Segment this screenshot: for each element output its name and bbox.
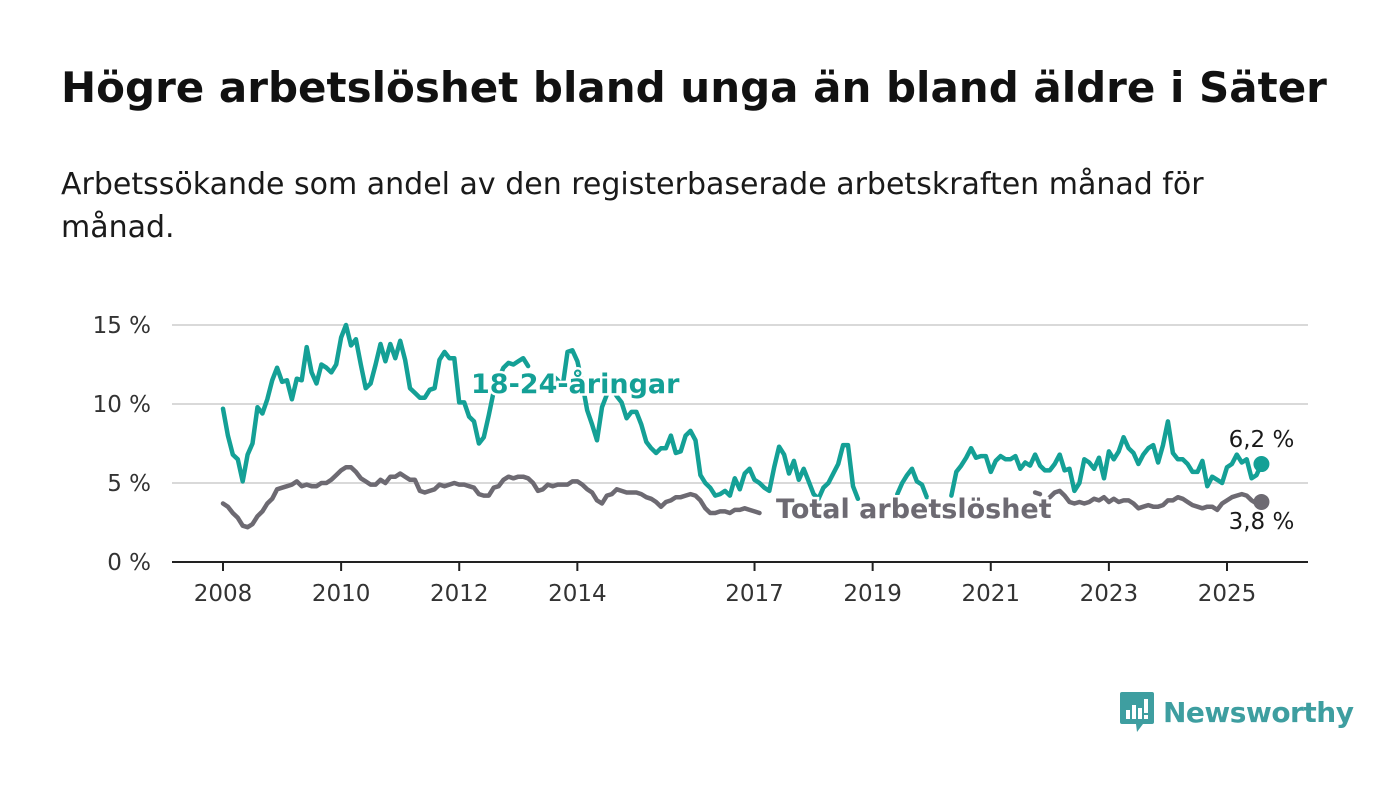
newsworthy-logo-icon [1120, 692, 1154, 732]
series-line [949, 419, 1264, 498]
x-axis: 2008 2010 2012 2014 2017 2019 2021 2023 2025 [172, 561, 1308, 607]
newsworthy-logo: Newsworthy [1119, 690, 1354, 734]
series-line [220, 464, 762, 530]
series-end-point [1253, 493, 1270, 510]
series-line [545, 348, 861, 502]
x-tick-label: 2010 [312, 581, 371, 607]
series-name-label: 18-24-åringar [471, 368, 680, 400]
x-tick-label: 2017 [725, 581, 784, 607]
chart-title: Högre arbetslöshet bland unga än bland ä… [61, 63, 1327, 112]
series-labels: 18-24-åringar 6,2 % Total arbetslöshet 3,8 … [469, 366, 1295, 536]
x-tick-label: 2012 [430, 581, 489, 607]
x-tick-label: 2014 [548, 581, 607, 607]
y-tick-label: 10 % [93, 392, 151, 418]
x-tick-label: 2019 [843, 581, 902, 607]
series-line [1032, 490, 1043, 497]
end-value-label: 6,2 % [1229, 427, 1295, 453]
brand-name: Newsworthy [1163, 695, 1354, 729]
series-lines [220, 322, 1270, 530]
end-value-label: 3,8 % [1229, 509, 1295, 535]
chart-subtitle: Arbetssökande som andel av den registerb… [61, 167, 1204, 245]
x-tick-label: 2008 [194, 581, 253, 607]
series-name-label: Total arbetslöshet [776, 494, 1052, 525]
x-tick-label: 2021 [961, 581, 1020, 607]
series-line [895, 466, 930, 500]
y-tick-label: 15 % [93, 313, 151, 339]
series-end-point [1253, 456, 1270, 473]
x-tick-label: 2025 [1198, 581, 1257, 607]
y-axis-ticks: 0 % 5 % 10 % 15 % [93, 313, 151, 576]
y-tick-label: 5 % [107, 471, 151, 497]
x-tick-label: 2023 [1080, 581, 1139, 607]
y-tick-label: 0 % [107, 550, 151, 576]
series-line [220, 322, 531, 484]
series-line [1047, 488, 1264, 513]
